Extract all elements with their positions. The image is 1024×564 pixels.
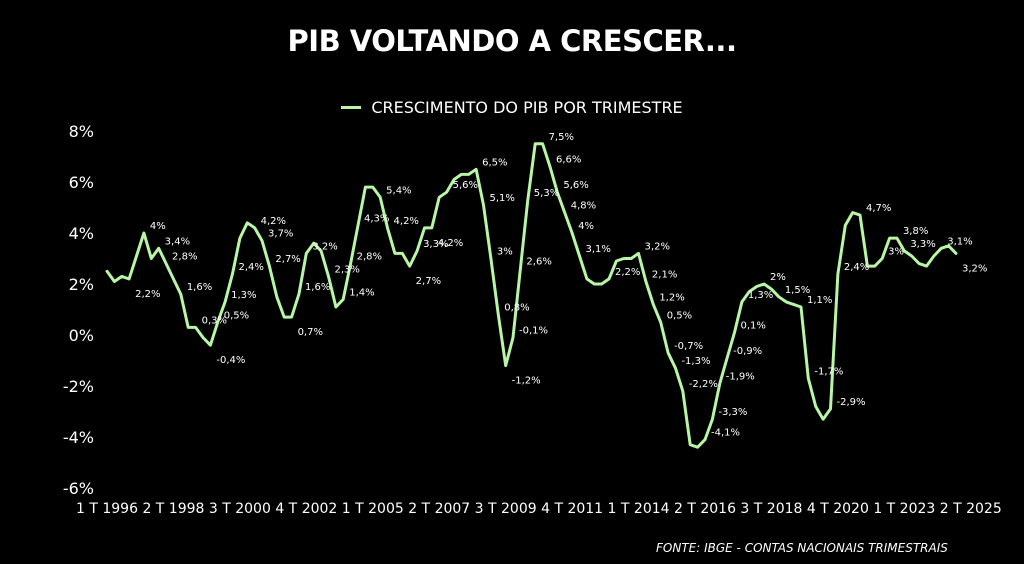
data-label: 7,5%	[549, 132, 574, 143]
data-label: -0,4%	[216, 355, 245, 366]
x-tick-label: 1 T 2014	[608, 501, 670, 517]
data-label: 2,2%	[135, 289, 160, 300]
data-label: 4,7%	[866, 203, 891, 214]
data-labels: 2,2% 4% 3,4% 2,8% 1,6% 0,3% -0,4% 0,5% 1,3% 2,4% 4…	[135, 132, 987, 439]
data-label: 1,5%	[785, 285, 810, 296]
data-label: 4,8%	[571, 201, 596, 212]
data-label: 4%	[150, 221, 166, 232]
chart-title: PIB VOLTANDO A CRESCER...	[287, 24, 737, 58]
data-label: -0,1%	[519, 326, 548, 337]
x-tick-label: 1 T 2005	[342, 501, 404, 517]
x-tick-label: 3 T 2018	[740, 501, 802, 517]
data-label: -2,9%	[836, 397, 865, 408]
data-label: 1,6%	[305, 282, 330, 293]
y-tick-label: 6%	[69, 173, 94, 192]
data-label: -0,9%	[733, 346, 762, 357]
y-tick-label: 8%	[69, 122, 94, 141]
x-tick-label: 2 T 2016	[674, 501, 736, 517]
data-label: 3,3%	[910, 239, 935, 250]
x-tick-label: 4 T 2020	[807, 501, 869, 517]
y-axis: 8% 6% 4% 2% 0% -2% -4% -6%	[63, 122, 94, 498]
data-label: 2,8%	[172, 252, 197, 263]
data-label: 5,4%	[386, 185, 411, 196]
y-tick-label: 0%	[69, 326, 94, 345]
data-label: 0,5%	[224, 310, 249, 321]
x-axis: 1 T 1996 2 T 1998 3 T 2000 4 T 2002 1 T 2005…	[76, 501, 1002, 517]
data-label: -2,2%	[689, 379, 718, 390]
data-label: -3,3%	[718, 407, 747, 418]
data-label: -0,7%	[674, 341, 703, 352]
data-label: 3,2%	[962, 263, 987, 274]
data-label: 0,3%	[202, 315, 227, 326]
data-label: 4,2%	[438, 238, 463, 249]
data-label: 2,7%	[275, 254, 300, 265]
data-label: 2,4%	[844, 262, 869, 273]
y-tick-label: -2%	[63, 377, 94, 396]
data-label: 3,8%	[903, 226, 928, 237]
data-label: 0,8%	[504, 303, 529, 314]
data-label: 2,7%	[416, 276, 441, 287]
chart-legend: CRESCIMENTO DO PIB POR TRIMESTRE	[0, 98, 1024, 117]
x-tick-label: 3 T 2000	[209, 501, 271, 517]
data-label: 3,1%	[585, 244, 610, 255]
data-label: 4,3%	[364, 213, 389, 224]
y-tick-label: -4%	[63, 428, 94, 447]
data-label: 1,2%	[659, 292, 684, 303]
data-label: 2,8%	[357, 252, 382, 263]
data-label: 0,7%	[298, 327, 323, 338]
y-tick-label: 2%	[69, 275, 94, 294]
data-label: 5,3%	[534, 188, 559, 199]
data-label: -1,3%	[681, 356, 710, 367]
x-tick-label: 2 T 1998	[142, 501, 204, 517]
data-label: 3%	[888, 247, 904, 258]
data-label: 2,4%	[239, 262, 264, 273]
data-label: 1,6%	[187, 282, 212, 293]
data-label: 4%	[578, 221, 594, 232]
plot-area	[105, 142, 958, 449]
data-label: 2,6%	[526, 257, 551, 268]
source-note: FONTE: IBGE - CONTAS NACIONAIS TRIMESTRA…	[656, 541, 948, 555]
data-label: 3,2%	[312, 241, 337, 252]
legend-label: CRESCIMENTO DO PIB POR TRIMESTRE	[371, 98, 683, 117]
data-label: 5,6%	[453, 180, 478, 191]
x-tick-label: 1 T 1996	[76, 501, 138, 517]
data-label: 2%	[770, 272, 786, 283]
data-label: 0,1%	[741, 320, 766, 331]
data-label: 3,4%	[165, 236, 190, 247]
data-label: 4,2%	[394, 216, 419, 227]
data-label: 1,1%	[807, 295, 832, 306]
x-tick-label: 4 T 2002	[275, 501, 337, 517]
data-label: 4,2%	[261, 216, 286, 227]
y-tick-label: -6%	[63, 479, 94, 498]
data-label: 6,6%	[556, 155, 581, 166]
data-label: -1,7%	[814, 366, 843, 377]
data-label: -1,9%	[726, 371, 755, 382]
x-tick-label: 3 T 2009	[475, 501, 537, 517]
legend-line-swatch	[341, 106, 362, 109]
data-label: 1,4%	[349, 287, 374, 298]
data-label: 1,3%	[231, 290, 256, 301]
data-label: 2,1%	[652, 269, 677, 280]
data-label: 3,1%	[947, 236, 972, 247]
series-line	[105, 142, 958, 449]
data-label: 3,7%	[268, 229, 293, 240]
x-tick-label: 2 T 2007	[408, 501, 470, 517]
data-label: 2,3%	[334, 264, 359, 275]
x-tick-label: 4 T 2011	[541, 501, 603, 517]
data-label: 3%	[497, 247, 513, 258]
data-label: -1,2%	[512, 376, 541, 387]
data-label: 5,6%	[563, 180, 588, 191]
y-tick-label: 4%	[69, 224, 94, 243]
data-label: 6,5%	[482, 157, 507, 168]
data-label: 2,2%	[615, 267, 640, 278]
data-label: 5,1%	[490, 193, 515, 204]
data-label: 3,2%	[645, 241, 670, 252]
data-label: -4,1%	[711, 428, 740, 439]
data-label: 3,3%	[423, 239, 448, 250]
data-label: 0,5%	[667, 310, 692, 321]
x-tick-label: 1 T 2023	[873, 501, 935, 517]
data-label: 1,3%	[748, 290, 773, 301]
x-tick-label: 2 T 2025	[940, 501, 1002, 517]
